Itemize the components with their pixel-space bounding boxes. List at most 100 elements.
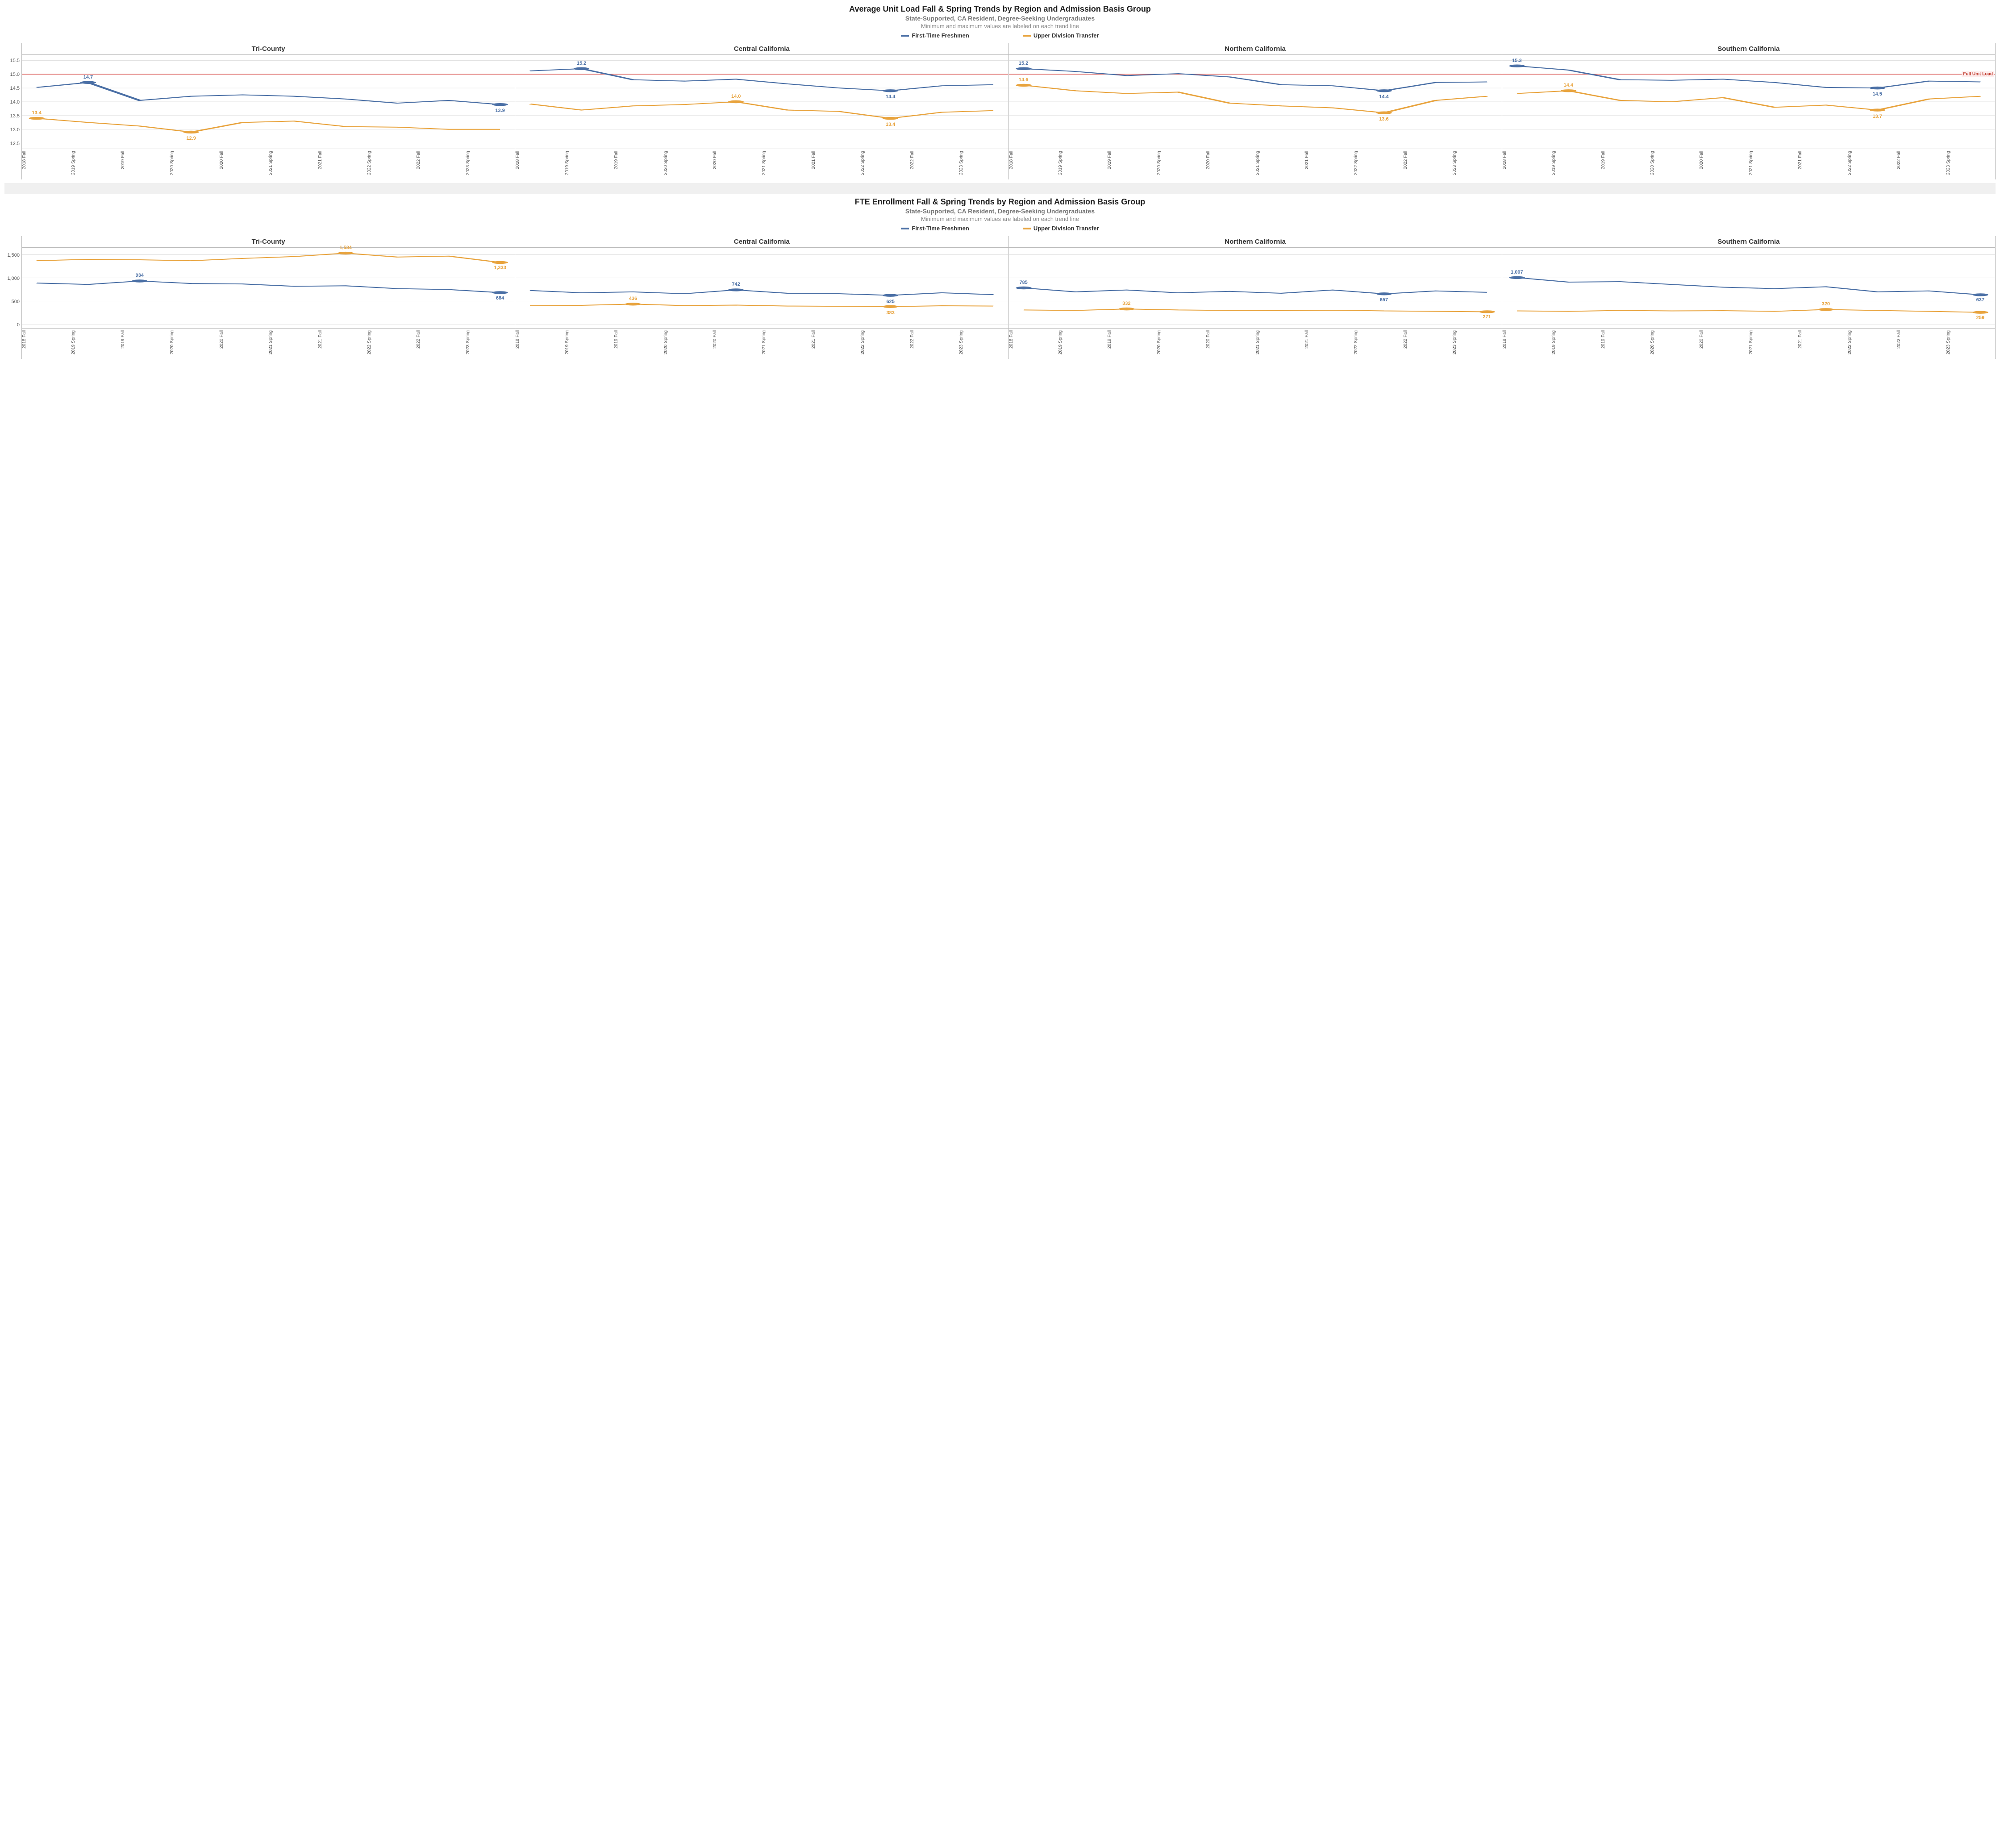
data-label: 14.4 [1563, 83, 1573, 88]
x-axis-label: 2021 Fall [1304, 329, 1354, 358]
data-label: 436 [629, 296, 637, 301]
legend-label: Upper Division Transfer [1033, 32, 1099, 39]
data-label: 14.0 [731, 94, 741, 99]
chart-panel: Southern California Full Unit Load 14.51… [1502, 43, 1996, 179]
legend-item: First-Time Freshmen [901, 225, 969, 232]
x-axis-label: 2020 Spring [663, 150, 712, 179]
x-axis-label: 2018 Fall [515, 150, 564, 179]
x-axis-label: 2019 Fall [614, 150, 663, 179]
x-axis-label: 2018 Fall [22, 150, 71, 179]
legend-label: First-Time Freshmen [912, 225, 969, 232]
x-axis-label: 2020 Fall [1699, 329, 1748, 358]
x-axis: 2018 Fall2019 Spring2019 Fall2020 Spring… [22, 328, 515, 358]
legend-swatch [901, 228, 909, 229]
x-axis-label: 2021 Spring [762, 150, 811, 179]
chart-panel: Tri-County 6849341,3331,534 2018 Fall201… [21, 236, 515, 359]
panel-title: Northern California [1009, 43, 1502, 55]
legend-item: Upper Division Transfer [1023, 225, 1099, 232]
x-axis-label: 2019 Fall [121, 150, 170, 179]
data-label: 657 [1380, 297, 1388, 303]
x-axis-label: 2021 Spring [1255, 329, 1304, 358]
y-axis: 05001,0001,500 [4, 236, 21, 359]
data-label: 14.4 [886, 94, 895, 100]
data-label: 742 [732, 282, 740, 287]
data-label: 14.4 [1379, 94, 1388, 100]
x-axis-label: 2021 Fall [811, 150, 860, 179]
data-label: 1,333 [494, 265, 506, 271]
x-axis-label: 2021 Fall [1304, 150, 1354, 179]
data-label: 14.6 [1019, 77, 1028, 83]
x-axis: 2018 Fall2019 Spring2019 Fall2020 Spring… [515, 149, 1008, 179]
x-axis-label: 2022 Fall [1896, 329, 1946, 358]
x-axis-label: 2021 Fall [1798, 329, 1847, 358]
x-axis-label: 2023 Spring [959, 329, 1008, 358]
y-axis-tick: 15.0 [10, 72, 20, 77]
x-axis: 2018 Fall2019 Spring2019 Fall2020 Spring… [22, 149, 515, 179]
chart-panel: Northern California 14.415.213.614.6 201… [1009, 43, 1502, 179]
panel-title: Tri-County [22, 43, 515, 55]
x-axis-label: 2019 Spring [71, 150, 120, 179]
x-axis-label: 2022 Spring [367, 150, 416, 179]
y-axis-tick: 0 [17, 322, 20, 328]
chart-title: Average Unit Load Fall & Spring Trends b… [4, 4, 1996, 14]
chart-section: Average Unit Load Fall & Spring Trends b… [4, 4, 1996, 179]
x-axis-label: 2020 Spring [170, 150, 219, 179]
x-axis-label: 2018 Fall [515, 329, 564, 358]
x-axis-label: 2022 Fall [416, 150, 465, 179]
chart-panel: Tri-County 13.914.712.913.4 2018 Fall201… [21, 43, 515, 179]
y-axis-tick: 15.5 [10, 58, 20, 63]
legend-label: First-Time Freshmen [912, 32, 969, 39]
y-axis-tick: 500 [12, 299, 20, 304]
x-axis-label: 2020 Fall [712, 150, 762, 179]
x-axis-label: 2021 Fall [1798, 150, 1847, 179]
x-axis-label: 2022 Fall [1896, 150, 1946, 179]
x-axis-label: 2020 Spring [170, 329, 219, 358]
data-label: 15.2 [577, 61, 586, 66]
chart-title: FTE Enrollment Fall & Spring Trends by R… [4, 197, 1996, 207]
x-axis-label: 2022 Spring [1847, 329, 1896, 358]
legend-item: First-Time Freshmen [901, 32, 969, 39]
x-axis-label: 2020 Spring [1157, 150, 1206, 179]
x-axis-label: 2023 Spring [466, 150, 515, 179]
chart-panel: Central California 625742383436 2018 Fal… [515, 236, 1008, 359]
data-label: 13.7 [1872, 114, 1882, 119]
panel-title: Central California [515, 43, 1008, 55]
x-axis-label: 2023 Spring [466, 329, 515, 358]
x-axis-label: 2019 Spring [1058, 329, 1107, 358]
x-axis-label: 2018 Fall [1502, 329, 1551, 358]
x-axis: 2018 Fall2019 Spring2019 Fall2020 Spring… [1502, 328, 1995, 358]
x-axis-label: 2020 Fall [1699, 150, 1748, 179]
x-axis-label: 2018 Fall [1009, 329, 1058, 358]
x-axis-label: 2023 Spring [1946, 329, 1995, 358]
x-axis-label: 2019 Spring [1551, 329, 1600, 358]
x-axis-label: 2019 Spring [565, 329, 614, 358]
y-axis-tick: 14.0 [10, 100, 20, 105]
chart-panel: Southern California 6371,007259320 2018 … [1502, 236, 1996, 359]
x-axis-label: 2020 Fall [219, 150, 268, 179]
x-axis-label: 2018 Fall [22, 329, 71, 358]
data-label: 1,534 [339, 245, 352, 250]
x-axis-label: 2019 Fall [1601, 329, 1650, 358]
x-axis-label: 2022 Spring [367, 329, 416, 358]
x-axis-label: 2021 Spring [1255, 150, 1304, 179]
x-axis-label: 2021 Fall [811, 329, 860, 358]
x-axis-label: 2020 Spring [1650, 329, 1699, 358]
data-label: 332 [1122, 301, 1130, 306]
x-axis-label: 2021 Fall [318, 150, 367, 179]
x-axis-label: 2019 Spring [71, 329, 120, 358]
data-label: 13.4 [32, 110, 41, 116]
x-axis-label: 2020 Spring [1157, 329, 1206, 358]
chart-grid: 05001,0001,500 Tri-County 6849341,3331,5… [4, 236, 1996, 359]
data-label: 14.5 [1872, 92, 1882, 97]
panel-title: Southern California [1502, 43, 1995, 55]
legend: First-Time Freshmen Upper Division Trans… [4, 225, 1996, 232]
x-axis-label: 2019 Spring [1058, 150, 1107, 179]
y-axis-tick: 14.5 [10, 86, 20, 91]
x-axis-label: 2023 Spring [959, 150, 1008, 179]
x-axis-label: 2020 Fall [712, 329, 762, 358]
x-axis-label: 2019 Fall [121, 329, 170, 358]
data-label: 383 [887, 310, 895, 316]
x-axis-label: 2022 Spring [1354, 150, 1403, 179]
x-axis: 2018 Fall2019 Spring2019 Fall2020 Spring… [515, 328, 1008, 358]
x-axis-label: 2023 Spring [1452, 329, 1501, 358]
